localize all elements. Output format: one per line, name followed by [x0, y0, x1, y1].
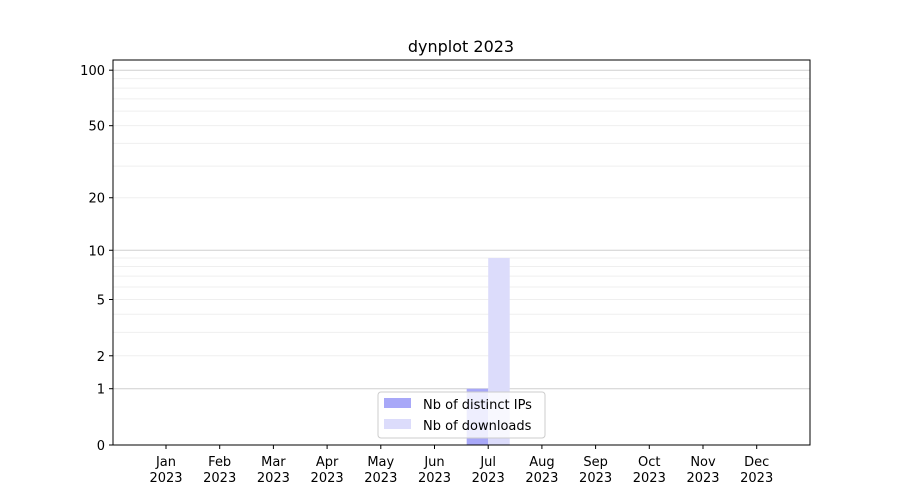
y-tick-label: 1 [97, 383, 105, 398]
y-tick-label: 50 [88, 120, 105, 135]
x-tick-label-line: 2023 [203, 471, 236, 486]
x-tick-label-line: Feb [208, 455, 231, 470]
x-tick-label: Dec 2023 [740, 455, 773, 486]
x-tick-label-line: Dec [744, 455, 769, 470]
chart-title: dynplot 2023 [408, 37, 514, 56]
x-tick-label-line: Oct [638, 455, 660, 470]
x-tick-label: Jan 2023 [149, 455, 182, 486]
y-tick-label: 5 [97, 293, 105, 308]
x-tick-label-line: 2023 [418, 471, 451, 486]
y-tick-label: 100 [80, 64, 105, 79]
x-tick-label-line: Nov [690, 455, 716, 470]
x-tick-label: Nov 2023 [686, 455, 719, 486]
legend-swatch [384, 419, 411, 429]
x-tick-label: Apr 2023 [311, 455, 344, 486]
legend-swatch [384, 398, 411, 408]
x-tick-label-line: Apr [316, 455, 339, 470]
legend-label: Nb of downloads [423, 419, 532, 434]
x-tick-label: May 2023 [364, 455, 397, 486]
x-tick-label-line: 2023 [472, 471, 505, 486]
plot-frame [112, 59, 811, 446]
legend: Nb of distinct IPs Nb of downloads [377, 391, 546, 439]
x-tick-label: Jun 2023 [418, 455, 451, 486]
x-tick-label-line: 2023 [149, 471, 182, 486]
x-tick-label: Oct 2023 [633, 455, 666, 486]
x-tick-label-line: 2023 [579, 471, 612, 486]
legend-box [377, 391, 546, 439]
x-tick-label-line: 2023 [311, 471, 344, 486]
x-tick-label-line: May [367, 455, 394, 470]
y-tick-label: 2 [97, 350, 105, 365]
x-tick-label-line: 2023 [364, 471, 397, 486]
legend-label: Nb of distinct IPs [423, 398, 532, 413]
x-tick-label-line: 2023 [740, 471, 773, 486]
y-tick-label: 0 [97, 439, 105, 454]
x-tick-label-line: 2023 [257, 471, 290, 486]
x-tick-label-line: Sep [583, 455, 608, 470]
x-tick-label: Mar 2023 [257, 455, 290, 486]
x-tick-label-line: 2023 [525, 471, 558, 486]
x-tick-label: Jul 2023 [472, 455, 505, 486]
x-tick-label-line: Aug [529, 455, 554, 470]
x-tick-label-line: Mar [261, 455, 286, 470]
y-tick-label: 20 [88, 192, 105, 207]
x-tick-label: Sep 2023 [579, 455, 612, 486]
y-tick-label: 10 [88, 244, 105, 259]
x-tick-label-line: 2023 [686, 471, 719, 486]
x-tick-label-line: Jun [423, 455, 444, 470]
x-tick-label-line: 2023 [633, 471, 666, 486]
x-tick-label: Aug 2023 [525, 455, 558, 486]
x-tick-label-line: Jul [479, 455, 496, 470]
x-tick-label: Feb 2023 [203, 455, 236, 486]
x-tick-label-line: Jan [155, 455, 176, 470]
